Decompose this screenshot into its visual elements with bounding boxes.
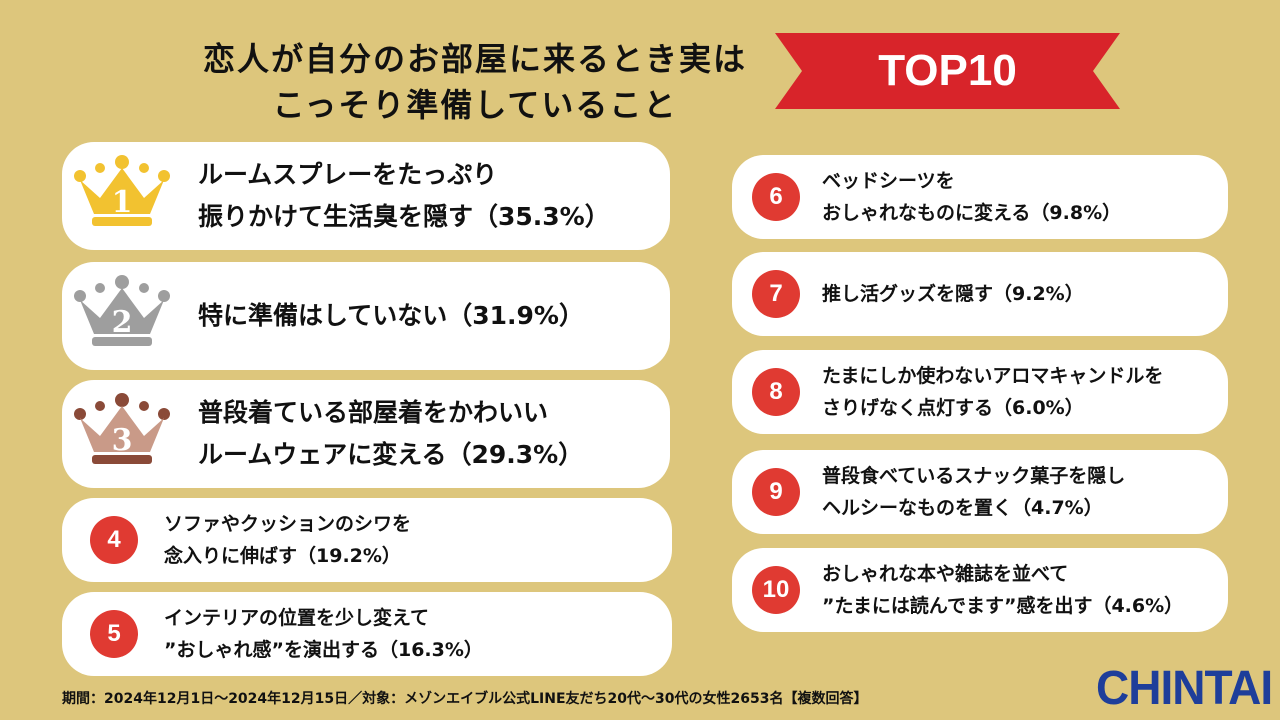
gold-crown-icon: 1	[74, 155, 170, 226]
rank-9-line-2: ヘルシーなものを置く（4.7%）	[822, 497, 1103, 519]
rank-6-badge: 6	[752, 173, 800, 221]
rank-5-badge: 5	[90, 610, 138, 658]
svg-text:1: 1	[112, 185, 133, 220]
rank-8-line-1: たまにしか使わないアロマキャンドルを	[822, 365, 1164, 387]
rank-10-line-1: おしゃれな本や雑誌を並べて	[822, 563, 1069, 585]
rank-10-badge: 10	[752, 566, 800, 614]
rank-3-card: 3 普段着ている部屋着をかわいい ルームウェアに変える（29.3%）	[62, 380, 670, 488]
svg-text:3: 3	[112, 423, 133, 458]
rank-2-line-1: 特に準備はしていない（31.9%）	[198, 301, 584, 330]
rank-1-line-2: 振りかけて生活臭を隠す（35.3%）	[198, 202, 610, 231]
rank-7-badge: 7	[752, 270, 800, 318]
svg-text:2: 2	[112, 305, 133, 340]
survey-footnote: 期間：2024年12月1日〜2024年12月15日／対象：メゾンエイブル公式LI…	[62, 691, 868, 707]
rank-4-card: 4 ソファやクッションのシワを 念入りに伸ばす（19.2%）	[62, 498, 672, 582]
rank-8-card: 8 たまにしか使わないアロマキャンドルを さりげなく点灯する（6.0%）	[732, 350, 1228, 434]
rank-9-line-1: 普段食べているスナック菓子を隠し	[822, 465, 1126, 487]
rank-10-line-2: ”たまには読んでます”感を出す（4.6%）	[822, 595, 1184, 617]
rank-1-card: 1 ルームスプレーをたっぷり 振りかけて生活臭を隠す（35.3%）	[62, 142, 670, 250]
top10-ribbon: TOP10	[775, 33, 1120, 109]
rank-6-line-2: おしゃれなものに変える（9.8%）	[822, 202, 1122, 224]
title-line-2: こっそり準備していること	[272, 86, 678, 124]
rank-4-badge: 4	[90, 516, 138, 564]
rank-2-card: 2 特に準備はしていない（31.9%）	[62, 262, 670, 370]
rank-6-card: 6 ベッドシーツを おしゃれなものに変える（9.8%）	[732, 155, 1228, 239]
rank-7-card: 7 推し活グッズを隠す（9.2%）	[732, 252, 1228, 336]
rank-4-line-2: 念入りに伸ばす（19.2%）	[164, 545, 401, 567]
silver-crown-icon: 2	[74, 275, 170, 346]
rank-3-line-1: 普段着ている部屋着をかわいい	[198, 398, 549, 427]
rank-9-badge: 9	[752, 468, 800, 516]
rank-10-card: 10 おしゃれな本や雑誌を並べて ”たまには読んでます”感を出す（4.6%）	[732, 548, 1228, 632]
bronze-crown-icon: 3	[74, 393, 170, 464]
rank-8-line-2: さりげなく点灯する（6.0%）	[822, 397, 1084, 419]
title-line-1: 恋人が自分のお部屋に来るとき実は	[202, 40, 747, 78]
rank-1-line-1: ルームスプレーをたっぷり	[198, 160, 498, 189]
rank-5-line-2: ”おしゃれ感”を演出する（16.3%）	[164, 639, 483, 661]
top10-label: TOP10	[878, 46, 1017, 95]
rank-3-line-2: ルームウェアに変える（29.3%）	[198, 440, 584, 469]
rank-5-card: 5 インテリアの位置を少し変えて ”おしゃれ感”を演出する（16.3%）	[62, 592, 672, 676]
rank-4-line-1: ソファやクッションのシワを	[164, 513, 412, 535]
rank-7-line-1: 推し活グッズを隠す（9.2%）	[822, 283, 1084, 305]
rank-8-badge: 8	[752, 368, 800, 416]
chintai-logo: CHINTAI	[1096, 659, 1273, 715]
rank-5-line-1: インテリアの位置を少し変えて	[164, 607, 430, 629]
rank-9-card: 9 普段食べているスナック菓子を隠し ヘルシーなものを置く（4.7%）	[732, 450, 1228, 534]
rank-6-line-1: ベッドシーツを	[822, 170, 955, 192]
page-title: 恋人が自分のお部屋に来るとき実は こっそり準備していること	[150, 36, 800, 128]
